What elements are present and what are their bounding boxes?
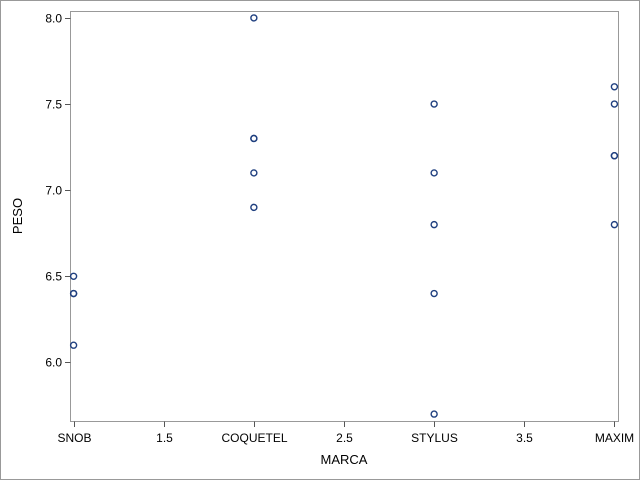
y-tick-label: 7.0 [45, 184, 62, 198]
data-point [610, 83, 619, 91]
data-point [250, 14, 258, 22]
x-tick-label: MAXIM [595, 431, 634, 445]
data-point [69, 272, 78, 280]
data-points [69, 14, 619, 418]
x-tick-label: STYLUS [411, 431, 458, 445]
data-point [250, 134, 258, 143]
x-tick-label: 2.5 [336, 431, 353, 445]
y-axis: 6.0 6.5 7.0 7.5 8.0 [45, 12, 71, 370]
data-point [610, 152, 619, 160]
data-point [69, 341, 78, 349]
y-tick-label: 6.0 [45, 356, 62, 370]
data-point [430, 220, 438, 229]
x-tick-label: COQUETEL [221, 431, 287, 445]
y-axis-title: PESO [10, 198, 25, 234]
data-point [250, 169, 258, 177]
data-point [250, 203, 258, 212]
data-point [69, 289, 78, 298]
data-point [430, 169, 438, 177]
x-tick-label: 3.5 [516, 431, 533, 445]
x-tick-label: SNOB [57, 431, 91, 445]
data-point [610, 220, 619, 229]
y-tick-label: 6.5 [45, 270, 62, 284]
x-axis-title: MARCA [321, 452, 368, 467]
y-tick-label: 8.0 [45, 12, 62, 26]
data-point [430, 100, 438, 108]
x-tick-label: 1.5 [156, 431, 173, 445]
y-tick-label: 7.5 [45, 98, 62, 112]
x-axis: SNOB 1.5 COQUETEL 2.5 STYLUS 3.5 MAXIM [57, 421, 634, 445]
data-point [610, 100, 619, 108]
data-point [430, 410, 438, 418]
data-point [430, 289, 438, 298]
